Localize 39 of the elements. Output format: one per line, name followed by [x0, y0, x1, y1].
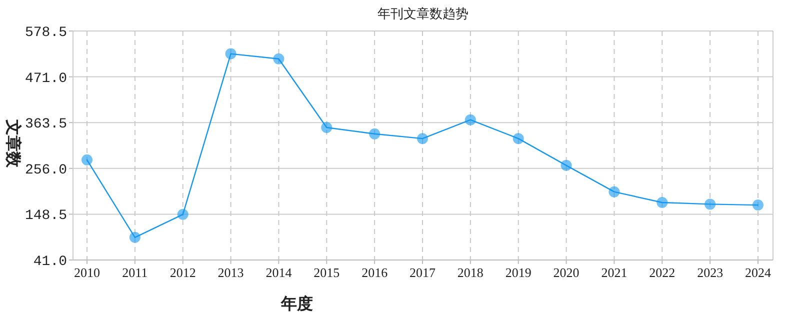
point — [177, 208, 188, 220]
x-tick-label: 2016 — [362, 265, 388, 280]
x-tick-label: 2018 — [457, 265, 484, 280]
point — [464, 114, 476, 126]
point — [656, 196, 668, 208]
point — [369, 128, 380, 140]
point — [512, 133, 524, 144]
y-tick-label: 363.5 — [24, 116, 67, 133]
point — [82, 154, 92, 166]
y-tick-label: 41.0 — [33, 254, 67, 270]
x-axis-title: 年度 — [280, 294, 313, 313]
x-tick-label: 2012 — [170, 265, 196, 280]
x-tick-label: 2023 — [697, 265, 724, 280]
x-tick-label: 2020 — [553, 265, 580, 280]
x-tick-label: 2019 — [505, 265, 532, 280]
point — [608, 186, 620, 198]
point — [321, 122, 332, 133]
point — [417, 133, 428, 144]
point — [129, 232, 140, 243]
point — [752, 200, 764, 211]
x-tick-label: 2011 — [122, 265, 148, 280]
x-tick-label: 2015 — [314, 265, 340, 280]
x-tick-label: 2021 — [601, 265, 628, 280]
x-tick-label: 2017 — [410, 265, 436, 280]
y-axis-title: 文章数 — [4, 118, 22, 168]
y-tick-label: 148.5 — [24, 208, 67, 224]
x-tick-label: 2024 — [745, 265, 772, 280]
y-tick-label: 256.0 — [24, 162, 67, 178]
x-tick-label: 2010 — [74, 265, 100, 280]
y-tick-label: 578.5 — [24, 25, 67, 41]
chart-title: 年刊文章数趋势 — [378, 6, 468, 21]
point — [560, 160, 572, 171]
x-tick-label: 2014 — [266, 265, 292, 280]
y-tick-label: 471.0 — [24, 70, 67, 87]
x-tick-label: 2022 — [649, 265, 676, 280]
point — [704, 198, 716, 210]
point — [225, 48, 236, 60]
x-tick-label: 2013 — [218, 265, 244, 280]
point — [273, 53, 284, 64]
